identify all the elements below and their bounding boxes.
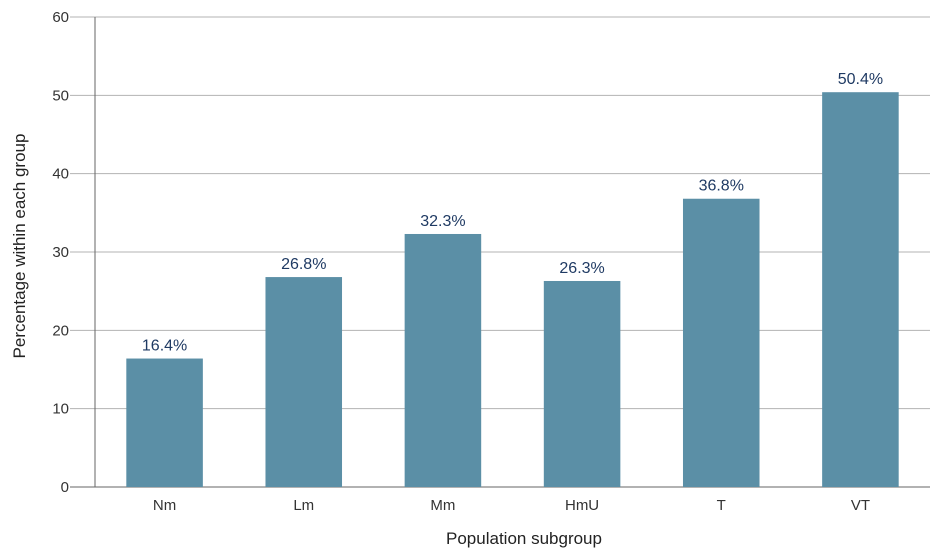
- data-label: 36.8%: [699, 178, 744, 195]
- y-tick-label: 0: [61, 479, 69, 496]
- x-tick-label: T: [717, 497, 726, 514]
- data-label: 26.3%: [559, 260, 604, 277]
- bar-lm: [265, 277, 343, 487]
- x-tick-label: HmU: [565, 497, 599, 514]
- data-label: 32.3%: [420, 213, 465, 230]
- bar-vt: [822, 92, 899, 487]
- y-tick-label: 40: [52, 166, 69, 183]
- bar-hmu: [543, 280, 621, 487]
- x-tick-label: Mm: [430, 497, 455, 514]
- y-axis-label: Percentage within each group: [10, 134, 29, 359]
- axes: 0 10 20 30 40 50 60 Nm Lm Mm HmU T VT: [52, 9, 930, 514]
- x-axis-label: Population subgroup: [446, 529, 602, 548]
- x-tick-label: Nm: [153, 497, 176, 514]
- bars: [126, 92, 899, 487]
- data-label: 50.4%: [838, 71, 883, 88]
- gridlines: [70, 16, 930, 410]
- bar-t: [682, 198, 760, 487]
- data-label: 16.4%: [142, 338, 187, 355]
- bar-mm: [404, 233, 482, 487]
- y-tick-label: 30: [52, 244, 69, 261]
- x-tick-label: VT: [851, 497, 870, 514]
- x-tick-label: Lm: [293, 497, 314, 514]
- y-tick-label: 60: [52, 9, 69, 26]
- bar-nm: [126, 358, 203, 487]
- y-tick-label: 50: [52, 87, 69, 104]
- data-labels: 16.4% 26.8% 32.3% 26.3% 36.8% 50.4%: [142, 71, 883, 354]
- y-tick-label: 20: [52, 322, 69, 339]
- data-label: 26.8%: [281, 256, 326, 273]
- y-tick-label: 10: [52, 401, 69, 418]
